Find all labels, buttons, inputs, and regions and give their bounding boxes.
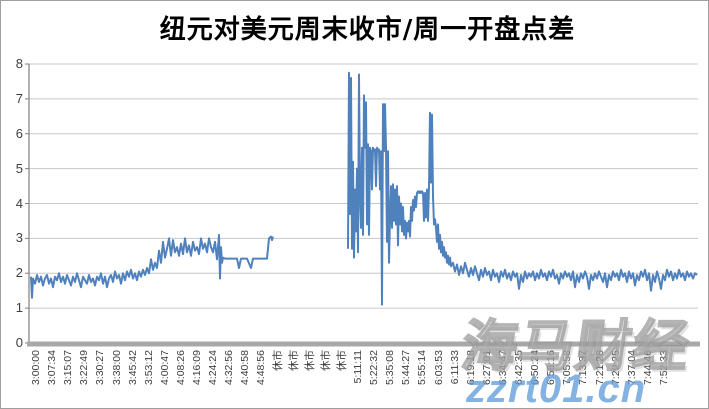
x-axis-label: 6:58:16 — [545, 350, 558, 386]
chart-title: 纽元对美元周末收市/周一开盘点差 — [159, 15, 576, 45]
y-axis-label: 7 — [15, 90, 23, 106]
data-line — [30, 233, 274, 299]
x-axis-label: 5:35:08 — [384, 350, 397, 386]
x-axis-label: 休市 — [271, 350, 284, 371]
x-axis-label: 6:19:18 — [464, 350, 477, 386]
x-axis-label: 3:07:34 — [46, 350, 59, 386]
x-axis-label: 7:05:58 — [561, 350, 574, 386]
x-axis-label: 7:44:46 — [641, 350, 654, 386]
x-axis-label: 7:37:04 — [625, 350, 638, 386]
x-axis-label: 6:11:33 — [448, 350, 461, 385]
x-axis-label: 4:32:56 — [223, 350, 236, 386]
x-axis-label: 5:55:14 — [416, 350, 429, 386]
x-axis-label: 4:24:24 — [207, 350, 220, 386]
y-axis-label: 3 — [15, 230, 23, 246]
x-axis-label: 4:08:26 — [174, 350, 187, 386]
x-axis-label: 4:48:56 — [255, 350, 268, 386]
y-axis-label: 4 — [15, 195, 23, 211]
x-axis-label: 4:16:09 — [191, 350, 204, 386]
y-axis-label: 0 — [15, 335, 23, 350]
x-axis-label: 3:15:07 — [62, 350, 75, 386]
x-axis-label: 3:53:12 — [142, 350, 155, 386]
x-axis-label: 6:50:24 — [529, 350, 542, 386]
y-axis-label: 6 — [15, 125, 23, 141]
x-axis-label: 6:34:47 — [496, 350, 509, 386]
x-axis-label: 3:38:00 — [110, 350, 123, 386]
y-axis-label: 8 — [15, 56, 23, 71]
x-axis-label: 休市 — [335, 350, 348, 371]
x-axis-label: 3:00:00 — [30, 350, 43, 386]
x-axis-label: 5:11:11 — [352, 350, 365, 384]
x-axis-label: 6:27:01 — [480, 350, 493, 386]
x-axis-label: 7:21:28 — [593, 350, 606, 386]
x-axis-label: 5:22:32 — [368, 350, 381, 386]
y-axis-label: 5 — [15, 160, 23, 176]
x-axis-label: 7:29:25 — [609, 350, 622, 386]
data-line — [347, 71, 698, 306]
x-axis-label: 休市 — [303, 350, 316, 371]
x-axis-label: 休市 — [287, 350, 300, 371]
x-axis-label: 7:52:33 — [657, 350, 670, 386]
x-axis-label: 3:45:42 — [126, 350, 139, 386]
x-axis-label: 4:00:47 — [158, 350, 171, 386]
x-axis-label: 5:44:27 — [400, 350, 413, 386]
y-axis-label: 1 — [15, 300, 23, 316]
x-axis-bar — [27, 341, 700, 347]
x-axis-label: 休市 — [319, 350, 332, 371]
x-axis-label: 6:42:35 — [513, 350, 526, 386]
x-axis-label: 3:30:27 — [94, 350, 107, 386]
y-axis-label: 2 — [15, 265, 23, 281]
x-axis-label: 6:03:53 — [432, 350, 445, 386]
x-axis-label: 4:40:58 — [239, 350, 252, 386]
x-axis-label: 7:13:37 — [577, 350, 590, 386]
x-axis-label: 3:22:49 — [78, 350, 91, 386]
